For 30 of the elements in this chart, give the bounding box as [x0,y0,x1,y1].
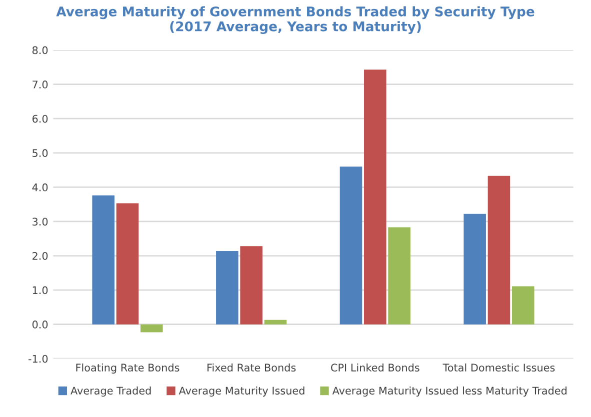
y-tick-label: 6.0 [32,114,48,123]
bar [464,214,486,324]
bar [140,324,163,332]
x-tick-label: CPI Linked Bonds [331,363,420,372]
legend-label: Average Traded [70,386,151,397]
bar [488,176,510,324]
y-tick-label: 8.0 [32,46,48,54]
y-tick-label: 7.0 [32,80,48,88]
bar [92,195,114,324]
y-tick-label: 0.0 [32,320,48,328]
legend-label: Average Maturity Issued less Maturity Traded [332,386,566,397]
y-tick-label: 2.0 [32,252,48,260]
bar [388,227,410,324]
y-tick-label: -1.0 [28,354,48,363]
y-tick-label: 4.0 [32,183,48,192]
bar [512,286,534,324]
x-tick-label: Fixed Rate Bonds [208,363,296,372]
bar [264,320,287,324]
legend-label: Average Maturity Issued [178,386,304,397]
bar [216,250,238,324]
y-tick-label: 1.0 [32,286,48,294]
y-tick-label: 5.0 [32,149,48,158]
bar [340,166,362,324]
x-tick-label: Floating Rate Bonds [76,363,180,374]
bar [116,203,139,324]
x-tick-label: Total Domestic Issues [442,363,555,372]
bar [364,70,386,324]
y-tick-label: 3.0 [32,218,48,226]
bar [240,246,262,324]
chart-title: Average Maturity of Government Bonds Traded by Security Type (2017 Average, Years to Maturity) [56,6,534,34]
